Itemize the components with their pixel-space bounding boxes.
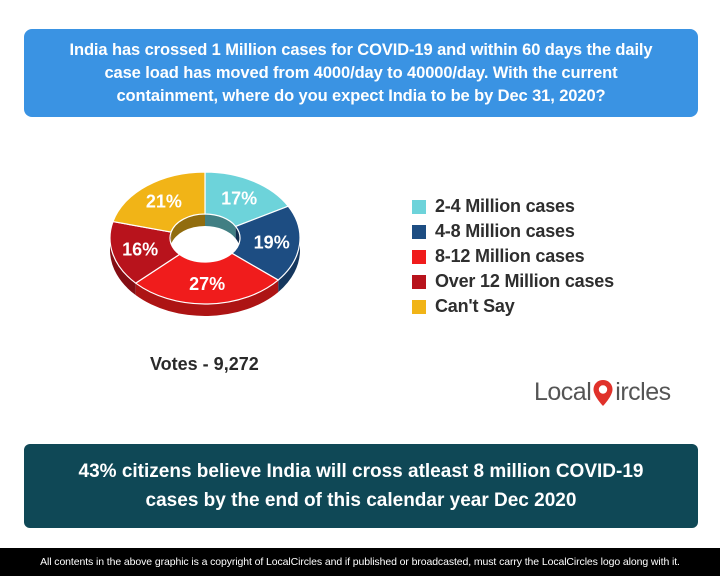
legend-swatch	[412, 199, 426, 214]
localcircles-logo: Local ircles	[534, 378, 671, 407]
copyright-footer: All contents in the above graphic is a c…	[0, 548, 720, 576]
slice-side-3	[110, 238, 136, 296]
summary-banner: 43% citizens believe India will cross at…	[24, 444, 698, 528]
legend-label: Can't Say	[435, 296, 515, 316]
votes-count: Votes - 9,272	[150, 354, 259, 374]
legend-swatch	[412, 274, 426, 289]
slice-8-12-million-cases	[134, 252, 280, 305]
legend-swatch	[412, 249, 426, 264]
question-text: India has crossed 1 Million cases for CO…	[69, 40, 653, 105]
slice-can-t-say	[112, 171, 206, 233]
data-label-0: 17%	[221, 188, 257, 208]
slice-2-4-million-cases	[204, 171, 290, 228]
legend-item: Over 12 Million cases	[412, 269, 614, 294]
legend-label: 8-12 Million cases	[435, 246, 585, 266]
map-pin-icon	[592, 379, 614, 407]
data-label-1: 19%	[254, 232, 290, 252]
data-label-3: 16%	[122, 239, 158, 259]
data-label-4: 21%	[146, 192, 182, 212]
slice-4-8-million-cases	[230, 205, 301, 281]
chart-legend: 2-4 Million cases 4-8 Million cases 8-12 M…	[412, 194, 614, 319]
donut-top	[109, 171, 301, 305]
legend-swatch	[412, 224, 426, 239]
legend-label: 2-4 Million cases	[435, 196, 575, 216]
legend-item: 2-4 Million cases	[412, 194, 614, 219]
legend-item: Can't Say	[412, 294, 614, 319]
logo-text-local: Local	[534, 378, 592, 406]
legend-item: 4-8 Million cases	[412, 219, 614, 244]
donut-labels: 17% 19% 27% 16% 21%	[122, 188, 290, 294]
logo-text-ircles: ircles	[615, 378, 671, 406]
legend-label: Over 12 Million cases	[435, 271, 614, 291]
legend-item: 8-12 Million cases	[412, 244, 614, 269]
data-label-2: 27%	[189, 274, 225, 294]
slice-side-1	[278, 238, 300, 293]
summary-text: 43% citizens believe India will cross at…	[78, 461, 644, 511]
slice-side-2	[135, 280, 279, 317]
legend-swatch	[412, 299, 426, 314]
legend-label: 4-8 Million cases	[435, 221, 575, 241]
question-banner: India has crossed 1 Million cases for CO…	[24, 29, 698, 117]
